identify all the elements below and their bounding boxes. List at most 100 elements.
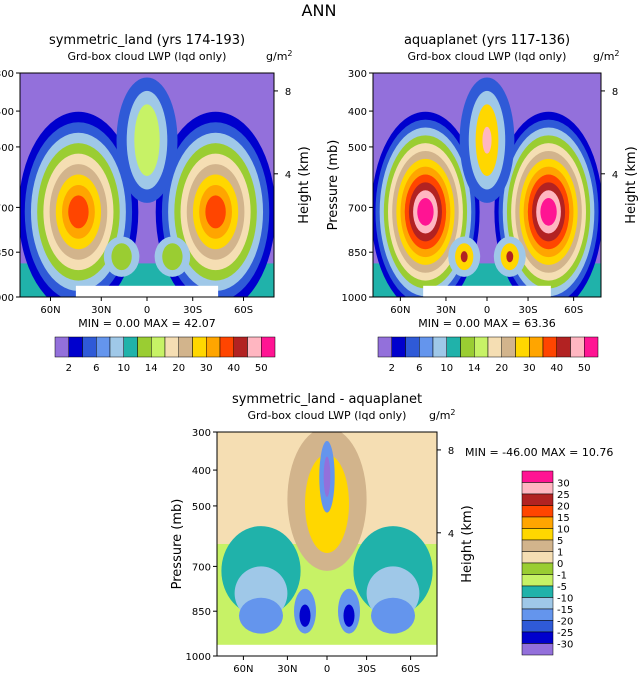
y-tick-label: 400 bbox=[192, 466, 211, 477]
colorbar-swatch bbox=[521, 643, 554, 656]
colorbar-swatch bbox=[521, 620, 554, 633]
colorbar-swatch bbox=[521, 551, 554, 564]
x-tick-label: 60S bbox=[564, 305, 583, 316]
y-tick-label: 500 bbox=[348, 143, 367, 154]
y2-tick-label: 8 bbox=[448, 446, 454, 457]
contour-band bbox=[68, 195, 89, 229]
colorbar-swatch bbox=[521, 608, 554, 621]
contour-field bbox=[217, 432, 437, 656]
y2-axis-label: Height (km) bbox=[297, 146, 312, 223]
colorbar-swatch bbox=[521, 539, 554, 552]
panel-units-sup: 2 bbox=[450, 408, 455, 417]
colorbar-swatch bbox=[521, 574, 554, 587]
y-axis-label: Pressure (mb) bbox=[326, 140, 341, 231]
contour-band bbox=[506, 251, 514, 263]
stats-text: MIN = 0.00 MAX = 42.07 bbox=[78, 317, 215, 330]
colorbar-swatch bbox=[247, 336, 262, 358]
stats-text: MIN = -46.00 MAX = 10.76 bbox=[465, 446, 613, 459]
colorbar: 2 6 10 14 20 30 40 50 bbox=[377, 336, 599, 374]
y-tick-label: 850 bbox=[348, 248, 367, 259]
colorbar-swatch bbox=[192, 336, 207, 358]
y-tick-label: 850 bbox=[192, 607, 211, 618]
x-tick-label: 30N bbox=[277, 664, 297, 675]
y-tick-label: 850 bbox=[0, 248, 14, 259]
y2-tick-label: 8 bbox=[285, 87, 291, 98]
colorbar-swatch bbox=[109, 336, 124, 358]
colorbar-swatch bbox=[521, 562, 554, 575]
colorbar-label: 10 bbox=[440, 363, 453, 374]
colorbar-swatch bbox=[54, 336, 69, 358]
colorbar-swatch bbox=[529, 336, 544, 358]
panel-title: aquaplanet (yrs 117-136) bbox=[404, 33, 570, 48]
colorbar-swatch bbox=[521, 585, 554, 598]
y-tick-label: 700 bbox=[0, 203, 14, 214]
colorbar-label: 10 bbox=[557, 525, 570, 536]
y-tick-label: 300 bbox=[0, 69, 14, 80]
contour-band bbox=[482, 126, 492, 154]
panel-subtitle: Grd-box cloud LWP (lqd only) bbox=[68, 50, 227, 63]
colorbar-label: 14 bbox=[145, 363, 158, 374]
colorbar-swatch bbox=[261, 336, 276, 358]
colorbar-label: 30 bbox=[557, 479, 570, 490]
y-tick-label: 300 bbox=[192, 428, 211, 439]
colorbar-label: -25 bbox=[557, 628, 573, 639]
colorbar-swatch bbox=[233, 336, 248, 358]
contour-band bbox=[417, 198, 434, 226]
x-tick-label: 30S bbox=[183, 305, 202, 316]
colorbar-label: 2 bbox=[66, 363, 72, 374]
colorbar-swatch bbox=[501, 336, 516, 358]
panel-units: g/m2 bbox=[429, 408, 456, 422]
panel-title: symmetric_land (yrs 174-193) bbox=[49, 33, 245, 48]
panel-title: symmetric_land - aquaplanet bbox=[232, 392, 422, 407]
colorbar-label: 14 bbox=[468, 363, 481, 374]
colorbar-label: 40 bbox=[550, 363, 563, 374]
figure-title: ANN bbox=[302, 1, 337, 20]
chart-panel: symmetric_land - aquaplanet Grd-box cloud… bbox=[170, 392, 613, 675]
colorbar-swatch bbox=[377, 336, 392, 358]
contour-field bbox=[20, 73, 274, 297]
colorbar-label: 10 bbox=[117, 363, 130, 374]
contour-band bbox=[299, 604, 311, 627]
colorbar-swatch bbox=[515, 336, 530, 358]
y2-axis-label: Height (km) bbox=[460, 505, 475, 582]
colorbar-swatch bbox=[151, 336, 166, 358]
colorbar-label: 30 bbox=[200, 363, 213, 374]
x-tick-label: 30S bbox=[357, 664, 376, 675]
y2-tick-label: 4 bbox=[448, 529, 454, 540]
x-tick-label: 30N bbox=[91, 305, 111, 316]
colorbar-label: 2 bbox=[389, 363, 395, 374]
colorbar-swatch bbox=[521, 493, 554, 506]
y-tick-label: 500 bbox=[192, 502, 211, 513]
colorbar-swatch bbox=[219, 336, 234, 358]
y-axis-label: Pressure (mb) bbox=[170, 499, 185, 590]
contour-band bbox=[162, 243, 183, 271]
colorbar-label: 6 bbox=[416, 363, 422, 374]
panel-units: g/m2 bbox=[266, 49, 293, 63]
colorbar-swatch bbox=[542, 336, 557, 358]
colorbar-swatch bbox=[460, 336, 475, 358]
x-tick-label: 30N bbox=[436, 305, 456, 316]
y-tick-label: 400 bbox=[348, 107, 367, 118]
colorbar-label: -10 bbox=[557, 594, 573, 605]
colorbar-swatch bbox=[521, 505, 554, 518]
colorbar-label: 30 bbox=[523, 363, 536, 374]
colorbar-swatch bbox=[391, 336, 406, 358]
colorbar-label: 50 bbox=[578, 363, 591, 374]
colorbar-label: -30 bbox=[557, 640, 573, 651]
panel-units-sup: 2 bbox=[287, 49, 292, 58]
y2-tick-label: 4 bbox=[612, 170, 618, 181]
colorbar-swatch bbox=[521, 528, 554, 541]
colorbar-swatch bbox=[521, 516, 554, 529]
x-tick-label: 60S bbox=[401, 664, 420, 675]
contour-band bbox=[134, 104, 160, 177]
chart-panel: symmetric_land (yrs 174-193) Grd-box clou… bbox=[0, 33, 312, 374]
colorbar-label: 5 bbox=[557, 536, 563, 547]
x-tick-label: 60N bbox=[233, 664, 253, 675]
x-tick-label: 60N bbox=[390, 305, 410, 316]
colorbar-label: -1 bbox=[557, 571, 567, 582]
colorbar-swatch bbox=[178, 336, 193, 358]
colorbar-label: -15 bbox=[557, 605, 573, 616]
contour-band bbox=[540, 198, 557, 226]
colorbar-label: -20 bbox=[557, 617, 573, 628]
